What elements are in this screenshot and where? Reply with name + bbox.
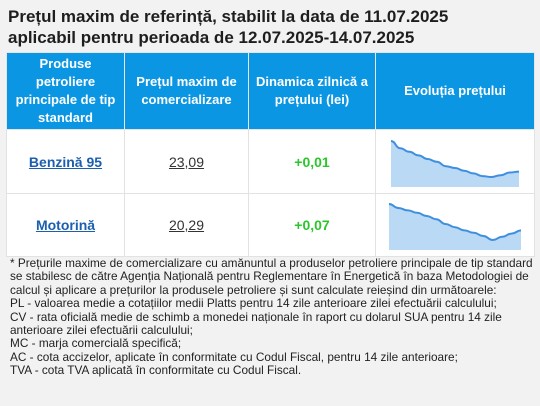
table-row: Benzină 95 23,09 +0,01 [6, 129, 535, 194]
footnote-intro: * Prețurile maxime de comercializare cu … [10, 256, 533, 297]
header-products: Produse petroliere principale de tip sta… [6, 52, 125, 130]
header-price-evolution: Evoluția prețului [375, 52, 535, 130]
footnote-tva: TVA - cota TVA aplicată în conformitate … [10, 363, 302, 378]
title-line-1: Prețul maxim de referință, stabilit la d… [8, 7, 449, 26]
sparkline-cell [375, 129, 535, 194]
header-max-price: Prețul maxim de comercializare [124, 52, 249, 130]
footnote-ac: AC - cota accizelor, aplicate în conform… [10, 349, 458, 364]
dynamics-value: +0,01 [294, 153, 330, 170]
product-link-motorina[interactable]: Motorină [35, 217, 96, 233]
page-title: Prețul maxim de referință, stabilit la d… [8, 6, 536, 48]
product-cell: Motorină [6, 193, 125, 257]
price-value: 23,09 [168, 153, 205, 170]
header-daily-dynamics: Dinamica zilnică a prețului (lei) [248, 52, 376, 130]
price-value: 20,29 [168, 217, 205, 233]
dynamics-cell: +0,07 [248, 193, 376, 257]
product-link-benzina-95[interactable]: Benzină 95 [28, 153, 103, 170]
sparkline-line [388, 203, 522, 242]
table-header-row: Produse petroliere principale de tip sta… [6, 52, 535, 130]
product-cell: Benzină 95 [6, 129, 125, 194]
price-cell: 23,09 [124, 129, 249, 194]
footnotes: * Prețurile maxime de comercializare cu … [10, 256, 534, 378]
sparkline-cell [375, 193, 535, 257]
table-row: Motorină 20,29 +0,07 [6, 193, 535, 257]
price-cell: 20,29 [124, 193, 249, 257]
dynamics-cell: +0,01 [248, 129, 376, 194]
sparkline-motorina [388, 203, 522, 250]
dynamics-value: +0,07 [294, 217, 330, 233]
price-table: Produse petroliere principale de tip sta… [6, 52, 535, 257]
footnote-mc: MC - marja comercială specifică; [10, 336, 182, 351]
sparkline-area [391, 140, 519, 187]
title-line-2: aplicabil pentru perioada de 12.07.2025-… [8, 28, 415, 47]
footnote-pl: PL - valoarea medie a cotațiilor medii P… [10, 296, 497, 311]
sparkline-line [390, 139, 520, 178]
sparkline-benzina-95 [390, 139, 520, 187]
footnote-cv: CV - rata oficială medie de schimb a mon… [10, 309, 502, 338]
